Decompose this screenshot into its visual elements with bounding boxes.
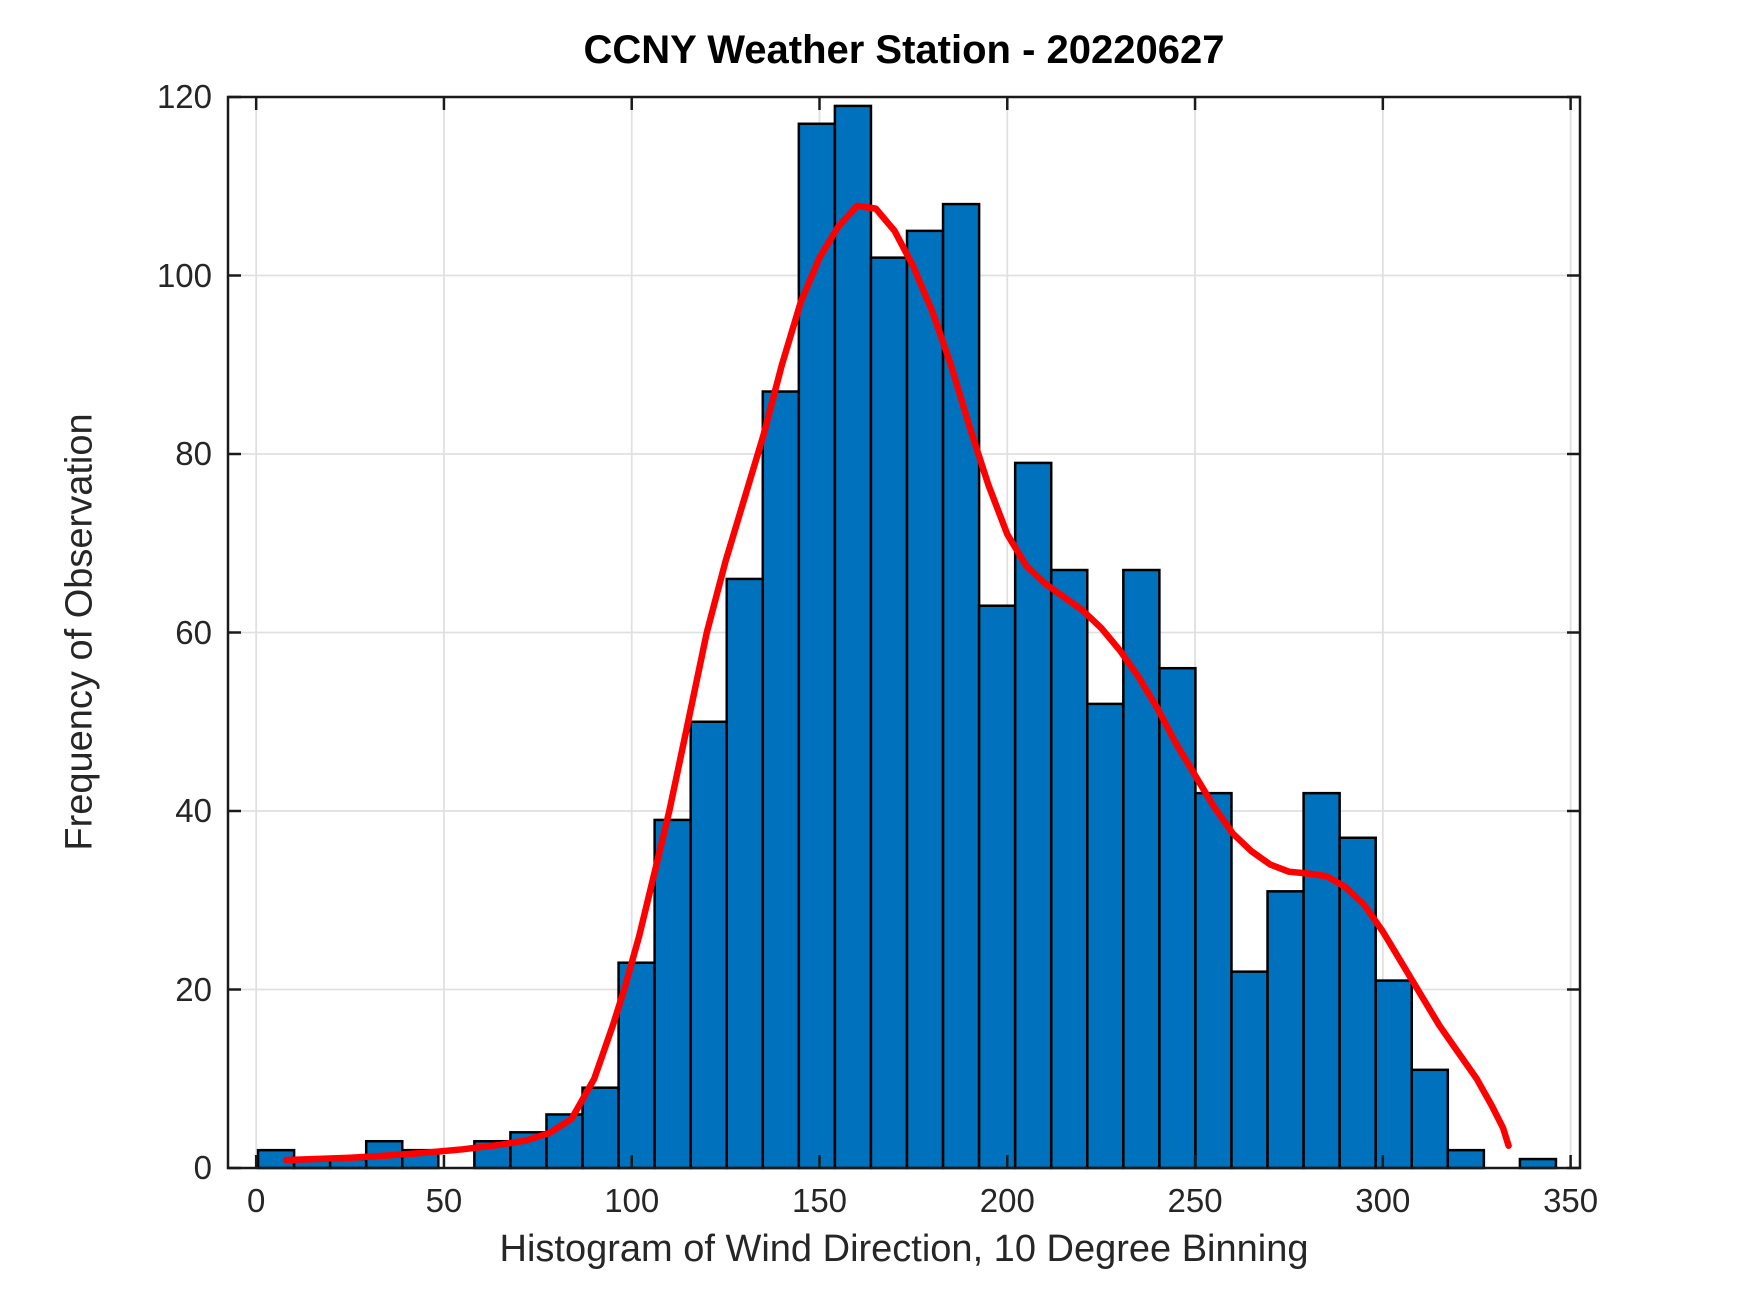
- histogram-bar: [725, 577, 765, 1170]
- histogram-bar: [761, 390, 801, 1170]
- y-tick-label: 60: [175, 613, 212, 651]
- histogram-bar: [1122, 568, 1161, 1170]
- y-tick-label: 80: [175, 435, 212, 472]
- histogram-bar: [1302, 791, 1341, 1170]
- y-tick-label: 0: [193, 1149, 212, 1186]
- histogram-bar: [1086, 702, 1125, 1170]
- fit-curve: [282, 202, 1512, 1164]
- histogram-bar: [833, 104, 873, 1170]
- x-tick-label: 350: [1543, 1182, 1599, 1219]
- chart-title: CCNY Weather Station - 20220627: [583, 28, 1225, 72]
- x-tick-label: 250: [1167, 1182, 1223, 1219]
- y-tick-label: 20: [175, 970, 212, 1008]
- histogram-bar: [1230, 970, 1269, 1170]
- histogram-bar: [581, 1086, 620, 1170]
- histogram-bar: [1049, 568, 1089, 1170]
- histogram-bar: [1518, 1157, 1558, 1170]
- histogram-bar: [1410, 1068, 1450, 1170]
- histogram-bar: [869, 256, 909, 1170]
- x-tick-label: 150: [791, 1182, 848, 1219]
- histogram-bar: [653, 818, 692, 1170]
- histogram-bar: [1338, 836, 1377, 1170]
- histogram-bar: [905, 229, 945, 1170]
- y-axis-label: Frequency of Observation: [58, 413, 101, 851]
- y-tick-label: 120: [156, 78, 212, 115]
- x-tick-label: 200: [979, 1182, 1035, 1219]
- histogram-bar: [689, 720, 728, 1170]
- y-tick-label: 40: [175, 792, 212, 829]
- x-tick-label: 100: [604, 1182, 660, 1219]
- y-tick-label: 100: [156, 256, 212, 294]
- x-tick-label: 300: [1355, 1182, 1411, 1219]
- histogram-bar: [1374, 979, 1414, 1170]
- histogram-bar: [977, 604, 1017, 1170]
- histogram-bar: [1194, 791, 1233, 1170]
- histogram-bar: [1446, 1148, 1486, 1170]
- histogram-bar: [797, 122, 837, 1170]
- x-axis-label: Histogram of Wind Direction, 10 Degree B…: [499, 1228, 1309, 1270]
- histogram-bar: [1266, 890, 1305, 1170]
- x-tick-label: 50: [425, 1182, 463, 1219]
- x-tick-label: 0: [246, 1182, 266, 1219]
